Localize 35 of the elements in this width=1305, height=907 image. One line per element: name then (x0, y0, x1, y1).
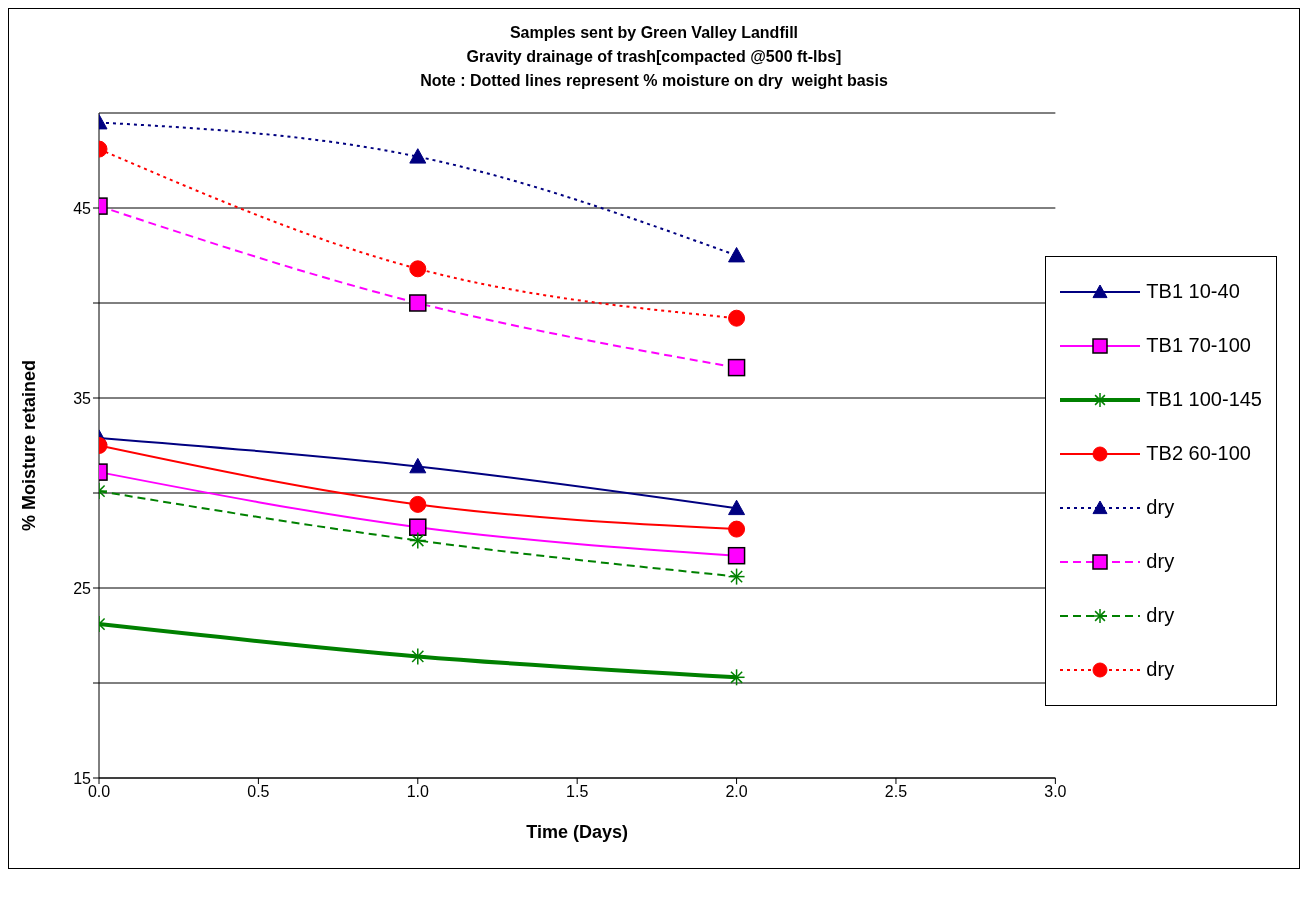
point (728, 309, 746, 327)
y-tick-label: 45 (73, 199, 92, 217)
point (409, 148, 427, 164)
point (409, 294, 427, 312)
legend-label: dry (1146, 496, 1175, 519)
point (409, 495, 427, 513)
point (409, 260, 427, 278)
legend-label: TB1 100-145 (1146, 388, 1262, 411)
y-axis-title: % Moisture retained (19, 359, 40, 532)
x-tick-label: 1.0 (406, 783, 430, 801)
x-tick-label: 2.0 (725, 783, 748, 801)
legend-label: TB1 70-100 (1146, 334, 1251, 357)
chart-subtitle: Gravity drainage of trash[compacted @500 ft-lbs] (465, 47, 843, 67)
x-axis-title: Time (Days) (526, 822, 629, 842)
chart-title: Samples sent by Green Valley Landfill (508, 23, 800, 43)
legend-label: dry (1146, 604, 1175, 627)
legend-label: dry (1146, 658, 1175, 681)
legend-label: dry (1146, 550, 1175, 573)
x-tick-label: 0.0 (87, 783, 111, 801)
legend-label: TB2 60-100 (1146, 442, 1251, 465)
y-tick-label: 35 (73, 389, 92, 407)
point (728, 520, 746, 538)
point (409, 457, 427, 474)
x-tick-label: 1.5 (566, 783, 589, 801)
x-tick-label: 2.5 (884, 783, 908, 801)
text: Note : Dotted lines represent % moisture on dry weight basis (419, 71, 889, 91)
point (728, 247, 746, 263)
x-tick-label: 0.5 (247, 783, 270, 801)
x-tick-label: 3.0 (1044, 783, 1067, 801)
legend-label: TB1 10-40 (1146, 280, 1240, 303)
point (728, 499, 746, 516)
y-tick-label: 25 (73, 579, 92, 597)
point (727, 358, 746, 377)
point (727, 546, 746, 565)
point (409, 518, 427, 536)
